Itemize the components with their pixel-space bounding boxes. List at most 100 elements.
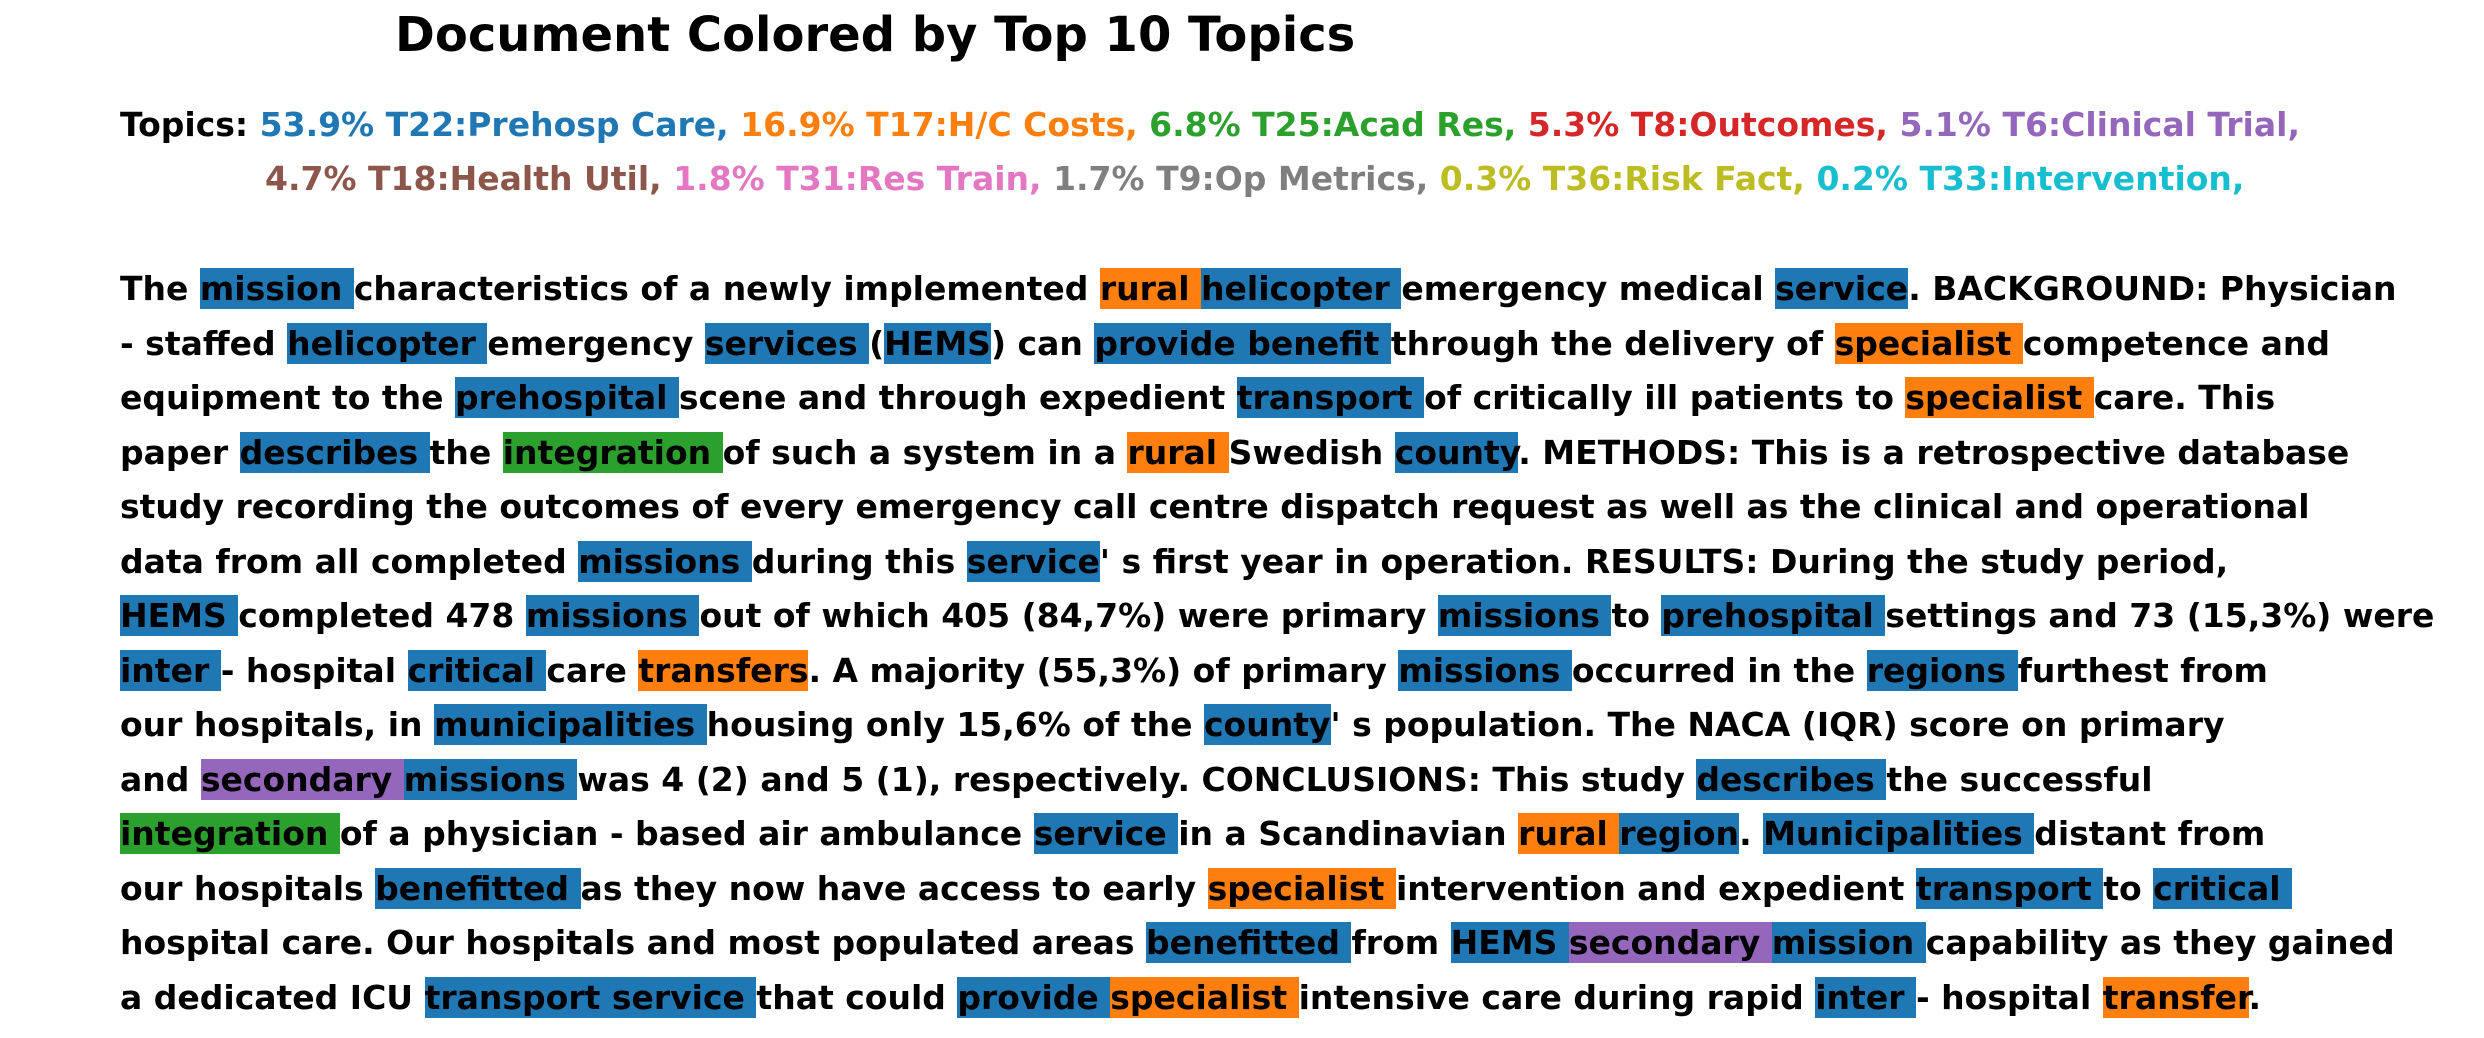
legend-entry: 16.9% T17:H/C Costs, <box>740 105 1138 144</box>
highlighted-term: missions <box>1437 595 1612 636</box>
legend-entry: 0.3% T36:Risk Fact, <box>1439 159 1805 198</box>
highlighted-term: prehospital <box>455 377 679 418</box>
document-text: the successful <box>1886 759 2153 799</box>
document-text: ) can <box>990 323 1095 363</box>
legend-entry: 5.3% T8:Outcomes, <box>1527 105 1888 144</box>
highlighted-term: HEMS <box>1450 922 1569 963</box>
highlighted-term: benefitted <box>375 867 581 909</box>
highlighted-term: provide benefit <box>1094 322 1391 364</box>
document-text: ' s first year in operation. RESULTS: Du… <box>1099 541 2229 581</box>
legend-entry: 1.8% T31:Res Train, <box>673 159 1042 198</box>
document-text: scene and through expedient <box>678 378 1237 417</box>
document-text: care <box>546 650 639 690</box>
highlighted-term: rural <box>1099 268 1202 309</box>
document-text: the <box>429 432 503 472</box>
document-text: intensive care during rapid <box>1298 977 1816 1017</box>
document-line: and secondary missions was 4 (2) and 5 (… <box>120 753 2480 808</box>
document-text: emergency <box>487 323 705 363</box>
document-text: to <box>2103 868 2154 908</box>
document-text: - staffed <box>120 323 288 363</box>
highlighted-term: missions <box>403 758 578 800</box>
document-line: a dedicated ICU transport service that c… <box>120 971 2480 1026</box>
highlighted-term: mission <box>1771 922 1926 963</box>
document-text: . <box>1739 814 1764 853</box>
document-text: capability as they gained <box>1925 923 2395 962</box>
document-text: ' s population. The NACA (IQR) score on … <box>1330 705 2225 744</box>
document-line: our hospitals, in municipalities housing… <box>120 698 2480 753</box>
topic-legend: Topics: 53.9% T22:Prehosp Care, 16.9% T1… <box>120 98 2300 206</box>
document-text: housing only 15,6% of the <box>706 705 1204 744</box>
document-line: The mission characteristics of a newly i… <box>120 262 2480 317</box>
document-text: . A majority (55,3%) of primary <box>808 650 1399 690</box>
highlighted-term: mission <box>199 268 354 309</box>
highlighted-term: missions <box>525 595 700 636</box>
highlighted-term: inter <box>120 649 221 691</box>
document-line: hospital care. Our hospitals and most po… <box>120 916 2480 971</box>
highlighted-term: specialist <box>1207 867 1396 909</box>
highlighted-term: describes <box>239 431 430 473</box>
legend-entry: 53.9% T22:Prehosp Care, <box>259 105 729 144</box>
highlighted-term: secondary <box>200 758 404 800</box>
highlighted-term: regions <box>1866 649 2018 691</box>
document-text: equipment to the <box>120 378 456 417</box>
page-title: Document Colored by Top 10 Topics <box>395 7 1356 63</box>
document-text: our hospitals, in <box>120 705 434 744</box>
document-text: of such a system in a <box>722 432 1128 472</box>
document-text: distant from <box>2034 814 2266 853</box>
document-text: paper <box>120 432 240 472</box>
highlighted-term: transport <box>1236 377 1425 418</box>
highlighted-term: services <box>704 322 870 364</box>
document-text: care. This <box>2093 378 2276 417</box>
document-text: and <box>120 759 201 799</box>
document-text: was 4 (2) and 5 (1), respectively. CONCL… <box>577 759 1697 799</box>
highlighted-term: HEMS <box>120 595 239 636</box>
highlighted-term: describes <box>1696 758 1887 800</box>
legend-entry: 6.8% T25:Acad Res, <box>1149 105 1517 144</box>
highlighted-term: transfers <box>638 649 809 691</box>
document-line: equipment to the prehospital scene and t… <box>120 371 2480 426</box>
highlighted-term: transfer <box>2102 976 2249 1018</box>
highlighted-term: region <box>1619 813 1740 854</box>
document-text: data from all completed <box>120 541 579 581</box>
document-line: study recording the outcomes of every em… <box>120 480 2480 535</box>
document-text: study recording the outcomes of every em… <box>120 487 2310 526</box>
legend-entry: 1.7% T9:Op Metrics, <box>1053 159 1429 198</box>
highlighted-term: HEMS <box>884 322 991 364</box>
topic-colored-document: The mission characteristics of a newly i… <box>120 262 2480 1025</box>
highlighted-term: transport service <box>424 976 757 1018</box>
highlighted-term: rural <box>1127 431 1229 473</box>
highlighted-term: helicopter <box>1201 268 1402 309</box>
document-text: in a Scandinavian <box>1178 814 1519 853</box>
document-text: ( <box>869 323 885 363</box>
highlighted-term: transport <box>1915 867 2104 909</box>
document-text: - hospital <box>220 650 408 690</box>
highlighted-term: secondary <box>1568 922 1772 963</box>
document-text: furthest from <box>2017 650 2268 690</box>
document-text: our hospitals <box>120 868 376 908</box>
legend-entry: 5.1% T6:Clinical Trial, <box>1899 105 2300 144</box>
document-text: intervention and expedient <box>1395 868 1916 908</box>
highlighted-term: county <box>1394 431 1519 473</box>
document-text: Swedish <box>1228 432 1395 472</box>
document-line: our hospitals benefitted as they now hav… <box>120 862 2480 917</box>
highlighted-term: Municipalities <box>1763 813 2035 854</box>
highlighted-term: missions <box>578 540 752 582</box>
document-text: competence and <box>2022 323 2331 363</box>
highlighted-term: inter <box>1815 976 1916 1018</box>
highlighted-term: service <box>966 540 1100 582</box>
document-text: as they now have access to early <box>580 868 1208 908</box>
highlighted-term: service <box>1033 813 1179 854</box>
highlighted-term: missions <box>1398 649 1572 691</box>
document-line: inter - hospital critical care transfers… <box>120 644 2480 699</box>
document-line: data from all completed missions during … <box>120 535 2480 590</box>
document-text: emergency medical <box>1401 269 1776 308</box>
highlighted-term: prehospital <box>1661 595 1886 636</box>
legend-line-1: Topics: 53.9% T22:Prehosp Care, 16.9% T1… <box>120 98 2300 152</box>
legend-line-2: 4.7% T18:Health Util, 1.8% T31:Res Train… <box>120 152 2300 206</box>
document-text: . BACKGROUND: Physician <box>1908 269 2397 308</box>
document-text: of a physician - based air ambulance <box>339 814 1034 853</box>
document-text: . <box>2248 977 2262 1017</box>
document-text: through the delivery of <box>1390 323 1835 363</box>
document-text: a dedicated ICU <box>120 977 425 1017</box>
highlighted-term: integration <box>502 431 723 473</box>
